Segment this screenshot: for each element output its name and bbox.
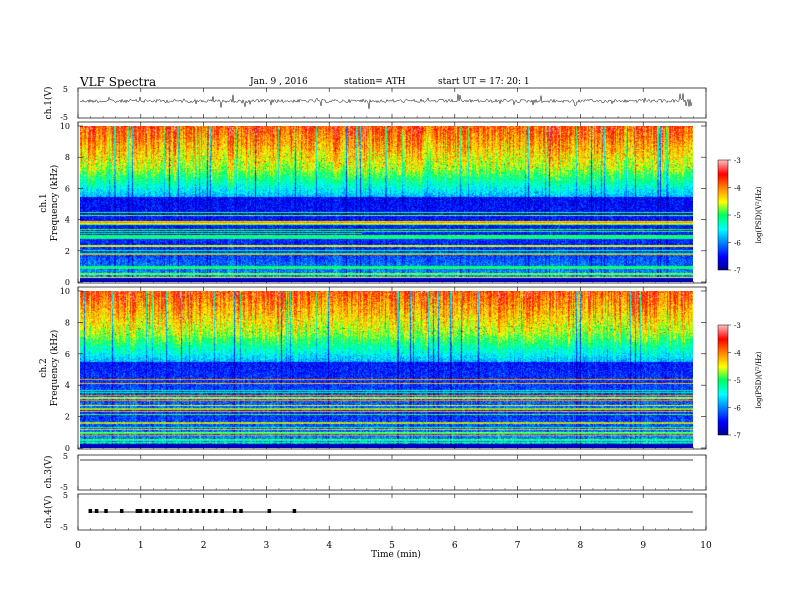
x-tick-label: 0 bbox=[75, 541, 81, 551]
colorbar-tick-label: -4 bbox=[734, 350, 741, 358]
ch1-colorbar-ticks: -3 -4 -5 -6 -7 bbox=[728, 157, 741, 275]
ch4-pulse bbox=[201, 509, 206, 513]
ch4-pulse bbox=[176, 509, 180, 513]
ch4-pulse bbox=[94, 509, 99, 513]
x-axis-ticks bbox=[77, 88, 707, 530]
colorbar-tick-label: -6 bbox=[734, 240, 741, 248]
ch4-pulse bbox=[138, 509, 143, 513]
ch2-spectrogram-ylabel-ch: ch.2 bbox=[39, 358, 49, 377]
ch4-ytick-top: 5 bbox=[63, 491, 68, 500]
ch4-ylabel: ch.4(V) bbox=[43, 496, 54, 529]
y-tick-label: 6 bbox=[65, 350, 70, 359]
ch4-pulse bbox=[119, 509, 124, 513]
ch1-spectrogram-image bbox=[80, 126, 693, 282]
ch4-pulse bbox=[220, 509, 224, 513]
y-tick-label: 8 bbox=[65, 318, 70, 327]
ch4-pulse bbox=[195, 509, 199, 513]
ch2-spectrogram-ylabel-freq: Frequency (kHz) bbox=[49, 330, 60, 407]
ch4-pulse bbox=[189, 509, 193, 513]
ch2-spectrogram-image bbox=[80, 291, 693, 448]
ch3-ylabel: ch.3(V) bbox=[43, 456, 54, 489]
y-tick-label: 8 bbox=[65, 153, 70, 162]
ch4-pulse bbox=[157, 509, 162, 513]
x-tick-label: 2 bbox=[201, 541, 207, 551]
ch4-ytick-bottom: -5 bbox=[60, 523, 68, 532]
ch2-colorbar-gradient bbox=[717, 324, 729, 436]
colorbar-tick-label: -3 bbox=[734, 157, 741, 165]
ch4-pulse bbox=[292, 509, 297, 513]
x-axis-label: Time (min) bbox=[371, 549, 421, 560]
y-tick-label: 0 bbox=[65, 278, 70, 287]
ch4-pulse bbox=[239, 509, 243, 513]
x-tick-label: 7 bbox=[515, 541, 521, 551]
y-tick-label: 2 bbox=[65, 247, 70, 256]
ch2-colorbar-ticks: -3 -4 -5 -6 -7 bbox=[728, 322, 741, 440]
ch1-wave-ytick-top: 5 bbox=[63, 85, 68, 94]
ch1-wave-ytick-bottom: -5 bbox=[60, 113, 68, 122]
y-tick-label: 10 bbox=[60, 122, 70, 131]
ch1-colorbar-label: log(PSD)(V²/Hz) bbox=[755, 186, 763, 243]
ch3-ytick-top: 5 bbox=[63, 452, 68, 461]
ch2-spectrogram-yticks: 0 2 4 6 8 10 bbox=[60, 287, 706, 453]
start-time-label: start UT = 17: 20: 1 bbox=[438, 77, 530, 87]
ch4-pulse bbox=[170, 509, 174, 513]
ch4-pulse bbox=[233, 509, 237, 513]
x-axis-tick-labels: 0 1 2 3 4 5 6 7 8 9 10 bbox=[75, 541, 712, 551]
station-label: station= ATH bbox=[344, 77, 406, 87]
ch4-pulse bbox=[267, 509, 272, 513]
ch4-pulse bbox=[182, 509, 187, 513]
colorbar-tick-label: -3 bbox=[734, 322, 741, 330]
x-tick-label: 5 bbox=[389, 541, 395, 551]
y-tick-label: 2 bbox=[65, 413, 70, 422]
ch4-pulse bbox=[163, 509, 168, 513]
y-tick-label: 4 bbox=[65, 216, 70, 225]
ch4-pulses bbox=[88, 509, 297, 513]
ch4-pulse bbox=[145, 509, 149, 513]
ch1-spectrogram-ylabel-ch: ch.1 bbox=[39, 193, 49, 212]
ch3-waveform-panel: 5 -5 ch.3(V) bbox=[43, 452, 707, 492]
ch4-pulse bbox=[207, 509, 212, 513]
y-tick-label: 0 bbox=[65, 444, 70, 453]
ch4-pulse bbox=[104, 509, 108, 513]
ch1-colorbar-gradient bbox=[717, 159, 729, 271]
ch1-waveform-panel: 5 -5 ch.1(V) bbox=[43, 85, 707, 122]
ch4-pulse bbox=[214, 509, 218, 513]
ch1-wave-ylabel: ch.1(V) bbox=[43, 87, 54, 120]
x-tick-label: 10 bbox=[700, 541, 712, 551]
colorbar-tick-label: -5 bbox=[734, 377, 741, 385]
ch1-spectrogram-panel: 0 2 4 6 8 10 ch.1 Frequency (kHz) bbox=[39, 121, 707, 287]
y-tick-label: 10 bbox=[60, 287, 70, 296]
ch2-colorbar: -3 -4 -5 -6 -7 log(PSD)(V²/Hz) bbox=[717, 322, 763, 440]
colorbar-tick-label: -5 bbox=[734, 212, 741, 220]
colorbar-tick-label: -4 bbox=[734, 185, 741, 193]
x-tick-label: 3 bbox=[264, 541, 270, 551]
x-tick-label: 1 bbox=[138, 541, 144, 551]
ch1-colorbar: -3 -4 -5 -6 -7 log(PSD)(V²/Hz) bbox=[717, 157, 763, 275]
date-label: Jan. 9 , 2016 bbox=[249, 77, 308, 87]
x-tick-label: 8 bbox=[578, 541, 584, 551]
figure-title: VLF Spectra bbox=[79, 75, 156, 89]
ch4-pulse bbox=[135, 509, 140, 513]
x-tick-label: 4 bbox=[326, 541, 332, 551]
colorbar-tick-label: -7 bbox=[734, 432, 741, 440]
ch1-spectrogram-ylabel-freq: Frequency (kHz) bbox=[49, 165, 60, 242]
ch2-spectrogram-panel: 0 2 4 6 8 10 ch.2 Frequency (kHz) bbox=[39, 286, 707, 453]
ch4-pulse bbox=[151, 509, 155, 513]
ch1-waveform-line bbox=[80, 93, 693, 109]
ch3-ytick-bottom: -5 bbox=[60, 483, 68, 492]
y-tick-label: 4 bbox=[65, 381, 70, 390]
y-tick-label: 6 bbox=[65, 184, 70, 193]
ch2-colorbar-label: log(PSD)(V²/Hz) bbox=[755, 351, 763, 408]
colorbar-tick-label: -6 bbox=[734, 405, 741, 413]
colorbar-tick-label: -7 bbox=[734, 267, 741, 275]
x-tick-label: 9 bbox=[640, 541, 646, 551]
x-tick-label: 6 bbox=[452, 541, 458, 551]
ch4-pulse bbox=[88, 509, 93, 513]
ch4-waveform-panel: 5 -5 ch.4(V) bbox=[43, 491, 707, 532]
ch1-spectrogram-yticks: 0 2 4 6 8 10 bbox=[60, 122, 706, 287]
